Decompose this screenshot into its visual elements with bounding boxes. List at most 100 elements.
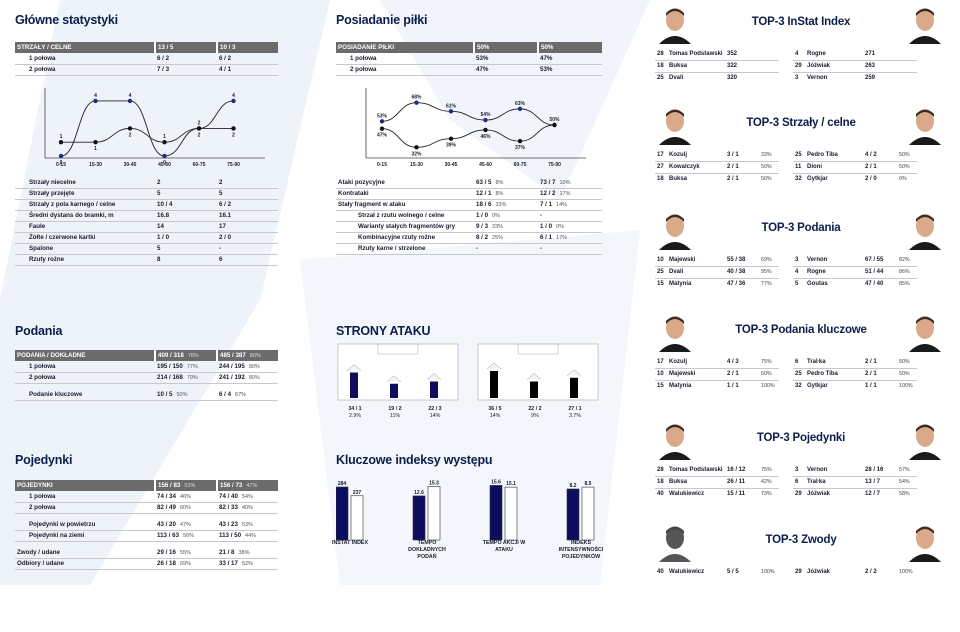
- top3-cell: 82%: [899, 256, 910, 263]
- top3-cell: 13 / 7: [863, 475, 897, 488]
- top3-cell: 263: [863, 59, 897, 72]
- pct: 53%: [184, 483, 196, 489]
- main-stats-title: Główne statystyki: [15, 13, 118, 27]
- player-photo-right: [907, 6, 943, 44]
- top3-block: TOP-3 Zwody 40 Walukiewicz 5 / 5 100% 29 Jóźwi…: [655, 526, 955, 632]
- possession-row-b: -: [540, 212, 543, 219]
- stat-row: Spalone 5-: [15, 243, 278, 255]
- stat-value-a: 8: [155, 254, 217, 266]
- player-photo-right: [907, 107, 943, 145]
- index-caption: TEMPO AKCJI W ATAKU: [482, 540, 526, 553]
- top3-cell: Kozulj: [669, 151, 687, 158]
- pct: 8%: [495, 191, 504, 197]
- top3-cell: 100%: [899, 569, 913, 575]
- data-point: [379, 119, 385, 124]
- pct: 8%: [495, 179, 504, 186]
- possession-row-b: 1 / 0: [540, 223, 553, 230]
- index-bar: [412, 495, 426, 541]
- top3-cell: 3: [795, 466, 799, 473]
- pct: 38%: [238, 549, 250, 556]
- top3-cell: 4 / 2: [865, 151, 877, 158]
- attack-side-count: 27 / 1: [568, 406, 582, 412]
- passes-title: Podania: [15, 324, 63, 338]
- duels-row-b: 21 / 8: [219, 548, 235, 556]
- top3-cell: 2 / 2: [865, 569, 877, 575]
- half-a: 7 / 3: [155, 64, 217, 76]
- player-photo-right: [907, 212, 943, 250]
- stat-value-b: 16.1: [217, 210, 278, 222]
- possession-row: Rzuty karne / strzelone - -: [336, 243, 602, 255]
- player-photo-left: [657, 422, 693, 460]
- possession-line-chart: 53% 68% 61% 54% 63% 50% 47% 32% 39% 46% 37% 0-15 15-…: [365, 88, 586, 168]
- top3-cell: 25: [655, 265, 667, 278]
- pct: 47%: [246, 483, 258, 489]
- field-a: [337, 343, 459, 401]
- top3-cell: 40: [657, 569, 664, 575]
- data-label: 68%: [411, 95, 422, 101]
- top3-cell: 42%: [759, 475, 779, 488]
- top3-cell: Gytkjar: [805, 172, 863, 185]
- penalty-box: [377, 343, 419, 355]
- top3-cell: 18: [655, 475, 667, 488]
- stat-row: Rzuty rożne 8 6: [15, 254, 278, 266]
- passes-header-a-pct: 78%: [187, 353, 199, 359]
- pct: 10%: [559, 179, 571, 186]
- shots-header-b: 10 / 3: [216, 42, 278, 53]
- index-bar: [489, 485, 503, 541]
- top3-cell: Majewski: [667, 367, 725, 380]
- top3-title: TOP-3 Podania kluczowe: [735, 324, 867, 336]
- top3-cell: 2 / 1: [863, 367, 897, 380]
- top3-cell: 12 / 7: [863, 487, 897, 500]
- top3-cell: Goutas: [805, 277, 863, 290]
- data-point: [231, 98, 236, 104]
- top3-cell: 352: [727, 50, 738, 57]
- possession-row-label: Rzuty karne / strzelone: [336, 243, 474, 255]
- possession-row: Kontrataki 12 / 1 8% 12 / 2 17%: [336, 188, 602, 200]
- data-point: [127, 126, 133, 131]
- top3-cell: 75%: [761, 358, 772, 365]
- attack-bar: [570, 377, 578, 398]
- top3-cell: 86%: [897, 265, 917, 278]
- possession-row-label: Kombinacyjne rzuty rożne: [336, 232, 474, 244]
- top3-row: 40 Walukiewicz 5 / 5 100% 29 Jóźwiak 2 / 2 100%: [655, 566, 917, 578]
- top3-row: 25 Dvali 320 3 Vernon 259: [655, 71, 917, 84]
- top3-row: 40 Walukiewicz 15 / 11 73% 29 Jóźwiak 12 / 7 58…: [655, 487, 917, 500]
- top3-title: TOP-3 Podania: [761, 222, 841, 234]
- top3-cell: Vernon: [807, 256, 828, 263]
- top3-cell: 100%: [759, 379, 779, 392]
- stat-value-a: 16.8: [155, 210, 217, 222]
- duels-row: Zwody / udane 29 / 16 55% 21 / 8 38%: [15, 547, 278, 559]
- top3-row: 10 Majewski 2 / 1 50% 25 Pedro Tiba 2 / 1 50%: [655, 367, 917, 380]
- duels-row-label: Pojedynki w powietrzu: [15, 519, 155, 531]
- possession-row-label: Ataki pozycyjne: [336, 177, 474, 189]
- data-point: [196, 126, 202, 131]
- possession-row-b: 6 / 1: [540, 234, 553, 241]
- duels-row: 1 połowa 74 / 34 46% 74 / 40 54%: [15, 491, 278, 503]
- x-tick-label: 30-45: [445, 162, 458, 168]
- pct: 56%: [183, 533, 195, 539]
- data-label: 50%: [549, 117, 560, 123]
- top3-title: TOP-3 Strzały / celne: [746, 117, 856, 129]
- top3-cell: 3: [793, 71, 805, 84]
- possession-row: Ataki pozycyjne 63 / 5 8% 73 / 7 10%: [336, 177, 602, 189]
- x-tick-label: 45-60: [479, 162, 492, 168]
- data-label: 46%: [480, 134, 491, 140]
- top3-cell: Pedro Tiba: [805, 367, 863, 380]
- series-line-1: [381, 124, 555, 148]
- top3-cell: 47 / 36: [725, 277, 759, 290]
- stat-label: Żółte / czerwone kartki: [15, 232, 155, 244]
- data-label: 4: [94, 93, 97, 99]
- data-label: 1: [60, 134, 63, 140]
- attack-side-count: 36 / 5: [488, 406, 502, 412]
- shots-line-chart: 0 4 4 0 2 4 1 1 2 1 2 2 0-15 15-30 30-45 45-60 60-75 75-9…: [44, 88, 265, 168]
- data-label: 2: [129, 132, 132, 138]
- pct: 17%: [559, 191, 571, 197]
- duels-row-b: 33 / 17: [219, 560, 238, 567]
- top3-cell: 32: [793, 379, 805, 392]
- top3-row: 17 Kozulj 4 / 3 75% 6 Traŀka 2 / 1 50%: [655, 356, 917, 368]
- attack-sides-fields: [337, 343, 599, 401]
- player-photo-left: [657, 314, 693, 352]
- player-photo-left: [657, 524, 693, 562]
- duels-row: 2 połowa 82 / 49 60% 82 / 33 40%: [15, 502, 278, 514]
- top3-cell: 15: [655, 379, 667, 392]
